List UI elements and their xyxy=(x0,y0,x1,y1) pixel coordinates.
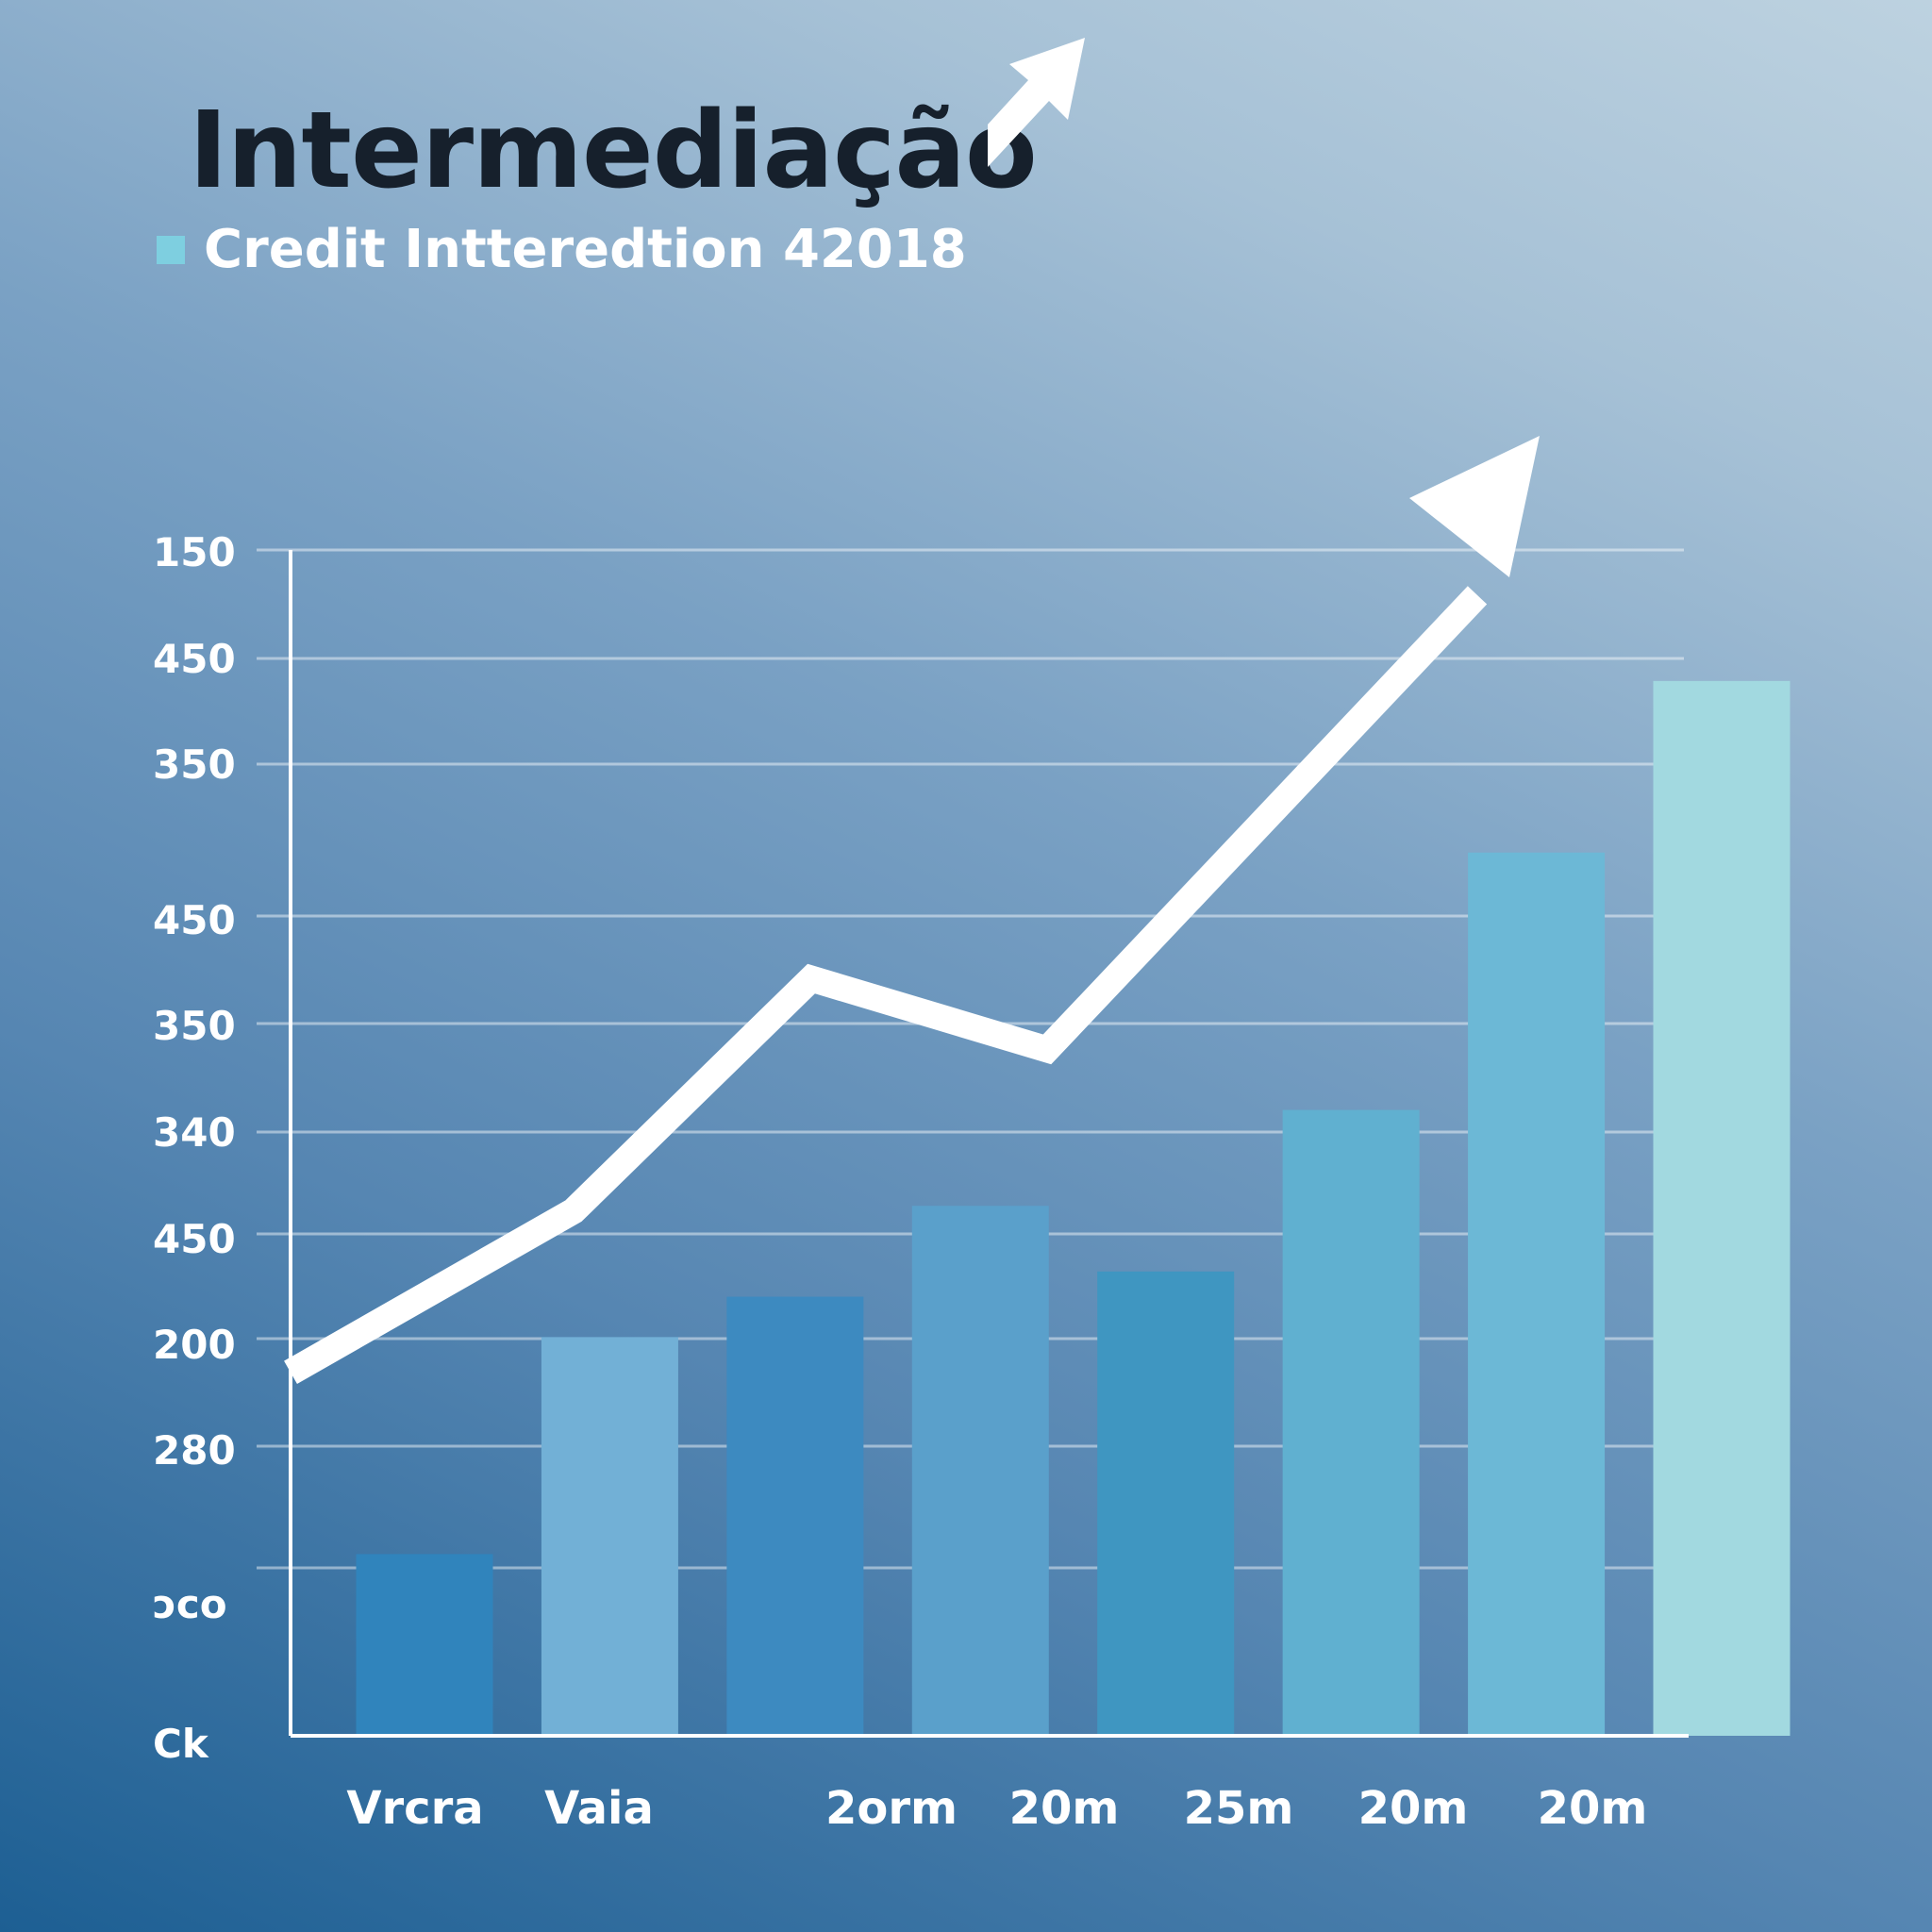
x-tick-label: 20m xyxy=(1538,1782,1648,1835)
y-tick-label: 450 xyxy=(153,897,236,943)
bar xyxy=(1468,852,1606,1736)
bar xyxy=(1282,1109,1420,1736)
bar xyxy=(356,1554,493,1736)
y-tick-label: 450 xyxy=(153,636,236,682)
bar xyxy=(911,1206,1049,1736)
y-tick-label: 280 xyxy=(153,1427,236,1474)
y-tick-label: 200 xyxy=(153,1322,236,1368)
chart-title: Intermediação xyxy=(189,90,1038,212)
trend-line xyxy=(284,586,1488,1384)
arrow-up-right-icon xyxy=(988,38,1085,167)
x-tick-label: 20m xyxy=(1358,1782,1469,1835)
x-tick-label: 20m xyxy=(1009,1782,1120,1835)
x-tick-label: Vrcra xyxy=(346,1782,483,1835)
bar xyxy=(1097,1271,1235,1736)
y-tick-label: Ck xyxy=(153,1721,209,1767)
y-tick-label: 450 xyxy=(153,1216,236,1262)
x-tick-label: 2orm xyxy=(825,1782,958,1835)
bar xyxy=(726,1296,864,1736)
bar xyxy=(1653,680,1790,1736)
legend: Credit Intteredtion 42018 xyxy=(157,219,967,280)
legend-label: Credit Intteredtion 42018 xyxy=(204,219,967,280)
x-tick-label: Vaia xyxy=(544,1782,654,1835)
y-tick-label: 350 xyxy=(153,741,236,788)
y-tick-label: 150 xyxy=(153,529,236,575)
trend-arrowhead xyxy=(1409,436,1540,577)
legend-swatch xyxy=(157,235,185,264)
y-tick-label: ɔco xyxy=(153,1581,227,1627)
bar xyxy=(541,1337,678,1736)
y-tick-label: 350 xyxy=(153,1003,236,1049)
x-tick-label: 25m xyxy=(1184,1782,1294,1835)
y-tick-label: 340 xyxy=(153,1109,236,1156)
